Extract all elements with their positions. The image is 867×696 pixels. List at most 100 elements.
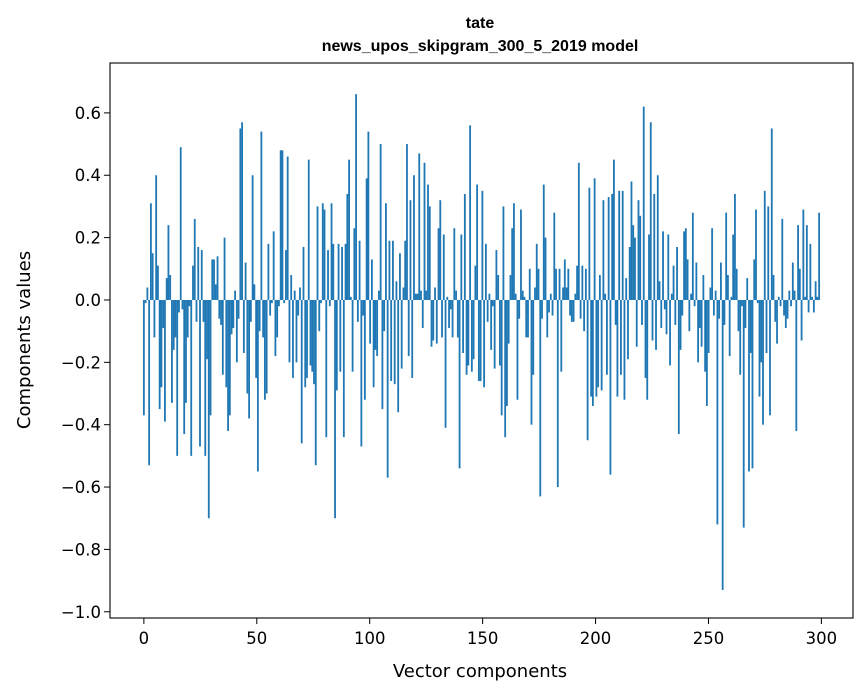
- bar: [320, 299, 322, 304]
- bar: [442, 234, 445, 300]
- bar: [797, 225, 799, 300]
- bar: [248, 299, 251, 419]
- bar: [653, 193, 656, 300]
- chart-title-line-1: tate: [466, 15, 495, 32]
- bar: [311, 299, 314, 372]
- bar: [169, 275, 172, 300]
- bar: [816, 296, 819, 300]
- x-tick-label: 300: [806, 629, 838, 648]
- bar: [395, 281, 398, 300]
- bar: [458, 299, 461, 469]
- bar: [335, 299, 338, 391]
- bar: [206, 299, 208, 360]
- bar: [805, 225, 808, 300]
- bar: [541, 299, 543, 319]
- x-tick-label: 250: [693, 629, 725, 648]
- bar: [281, 150, 284, 300]
- bar: [641, 299, 643, 325]
- bar: [484, 243, 487, 300]
- bar: [814, 281, 817, 300]
- bar: [149, 203, 152, 300]
- bar: [288, 299, 291, 363]
- bar: [695, 262, 698, 300]
- bar: [679, 299, 682, 350]
- bar: [693, 299, 696, 307]
- bar: [670, 293, 673, 300]
- bar: [655, 299, 657, 350]
- bar: [327, 250, 329, 300]
- bar: [744, 299, 747, 329]
- bar: [214, 284, 217, 300]
- bar: [609, 299, 612, 475]
- bar: [756, 299, 759, 304]
- bar: [362, 299, 365, 316]
- bar: [155, 175, 158, 300]
- bar: [456, 299, 459, 338]
- bar: [742, 299, 745, 528]
- bar: [518, 299, 521, 319]
- bar: [525, 299, 528, 338]
- bar: [528, 268, 531, 300]
- bar: [413, 175, 415, 300]
- bar: [465, 299, 468, 375]
- bar: [435, 299, 438, 344]
- bar: [344, 243, 347, 300]
- bar: [527, 299, 529, 338]
- bar: [402, 287, 405, 300]
- bar: [279, 150, 282, 300]
- bar: [297, 299, 300, 316]
- bar: [278, 299, 280, 307]
- bar: [562, 287, 564, 300]
- bar: [544, 237, 547, 300]
- plot-frame: [109, 62, 854, 619]
- bar: [448, 299, 450, 329]
- bar: [211, 259, 214, 300]
- bar: [300, 299, 303, 444]
- bar: [346, 193, 349, 300]
- bar: [463, 193, 466, 300]
- bar: [351, 299, 354, 372]
- bar: [534, 287, 536, 300]
- bar: [746, 278, 749, 300]
- bar: [665, 299, 668, 335]
- bar: [153, 299, 156, 338]
- bar: [648, 234, 650, 300]
- bar: [200, 250, 203, 300]
- bar: [702, 275, 705, 300]
- bar: [718, 299, 721, 319]
- bar: [548, 299, 550, 313]
- bar: [195, 299, 198, 322]
- bar: [642, 106, 645, 300]
- bar: [411, 299, 414, 378]
- bar: [325, 299, 328, 438]
- bar: [265, 299, 268, 394]
- bar: [160, 299, 163, 388]
- bar: [748, 299, 750, 472]
- bar: [504, 299, 507, 438]
- bar: [185, 299, 187, 403]
- bar: [181, 299, 184, 310]
- bar: [493, 299, 496, 369]
- bar: [672, 265, 675, 300]
- bar: [358, 240, 361, 300]
- x-axis-ticks: 0 50 100 150 200 250 300: [139, 618, 838, 648]
- bar: [567, 268, 570, 300]
- bar: [712, 299, 715, 316]
- bar: [809, 243, 812, 300]
- bar: [727, 275, 729, 300]
- y-tick-label: 0.6: [75, 104, 101, 123]
- bar: [174, 299, 177, 338]
- bar: [321, 203, 324, 300]
- bar: [774, 299, 777, 322]
- bar: [614, 299, 617, 325]
- bar: [295, 299, 298, 363]
- bar: [202, 299, 205, 322]
- bar: [674, 299, 677, 325]
- bar: [299, 287, 301, 300]
- bar: [263, 299, 266, 400]
- bar: [316, 206, 319, 300]
- bar: [164, 299, 166, 422]
- bar: [753, 259, 756, 300]
- bar: [530, 299, 533, 425]
